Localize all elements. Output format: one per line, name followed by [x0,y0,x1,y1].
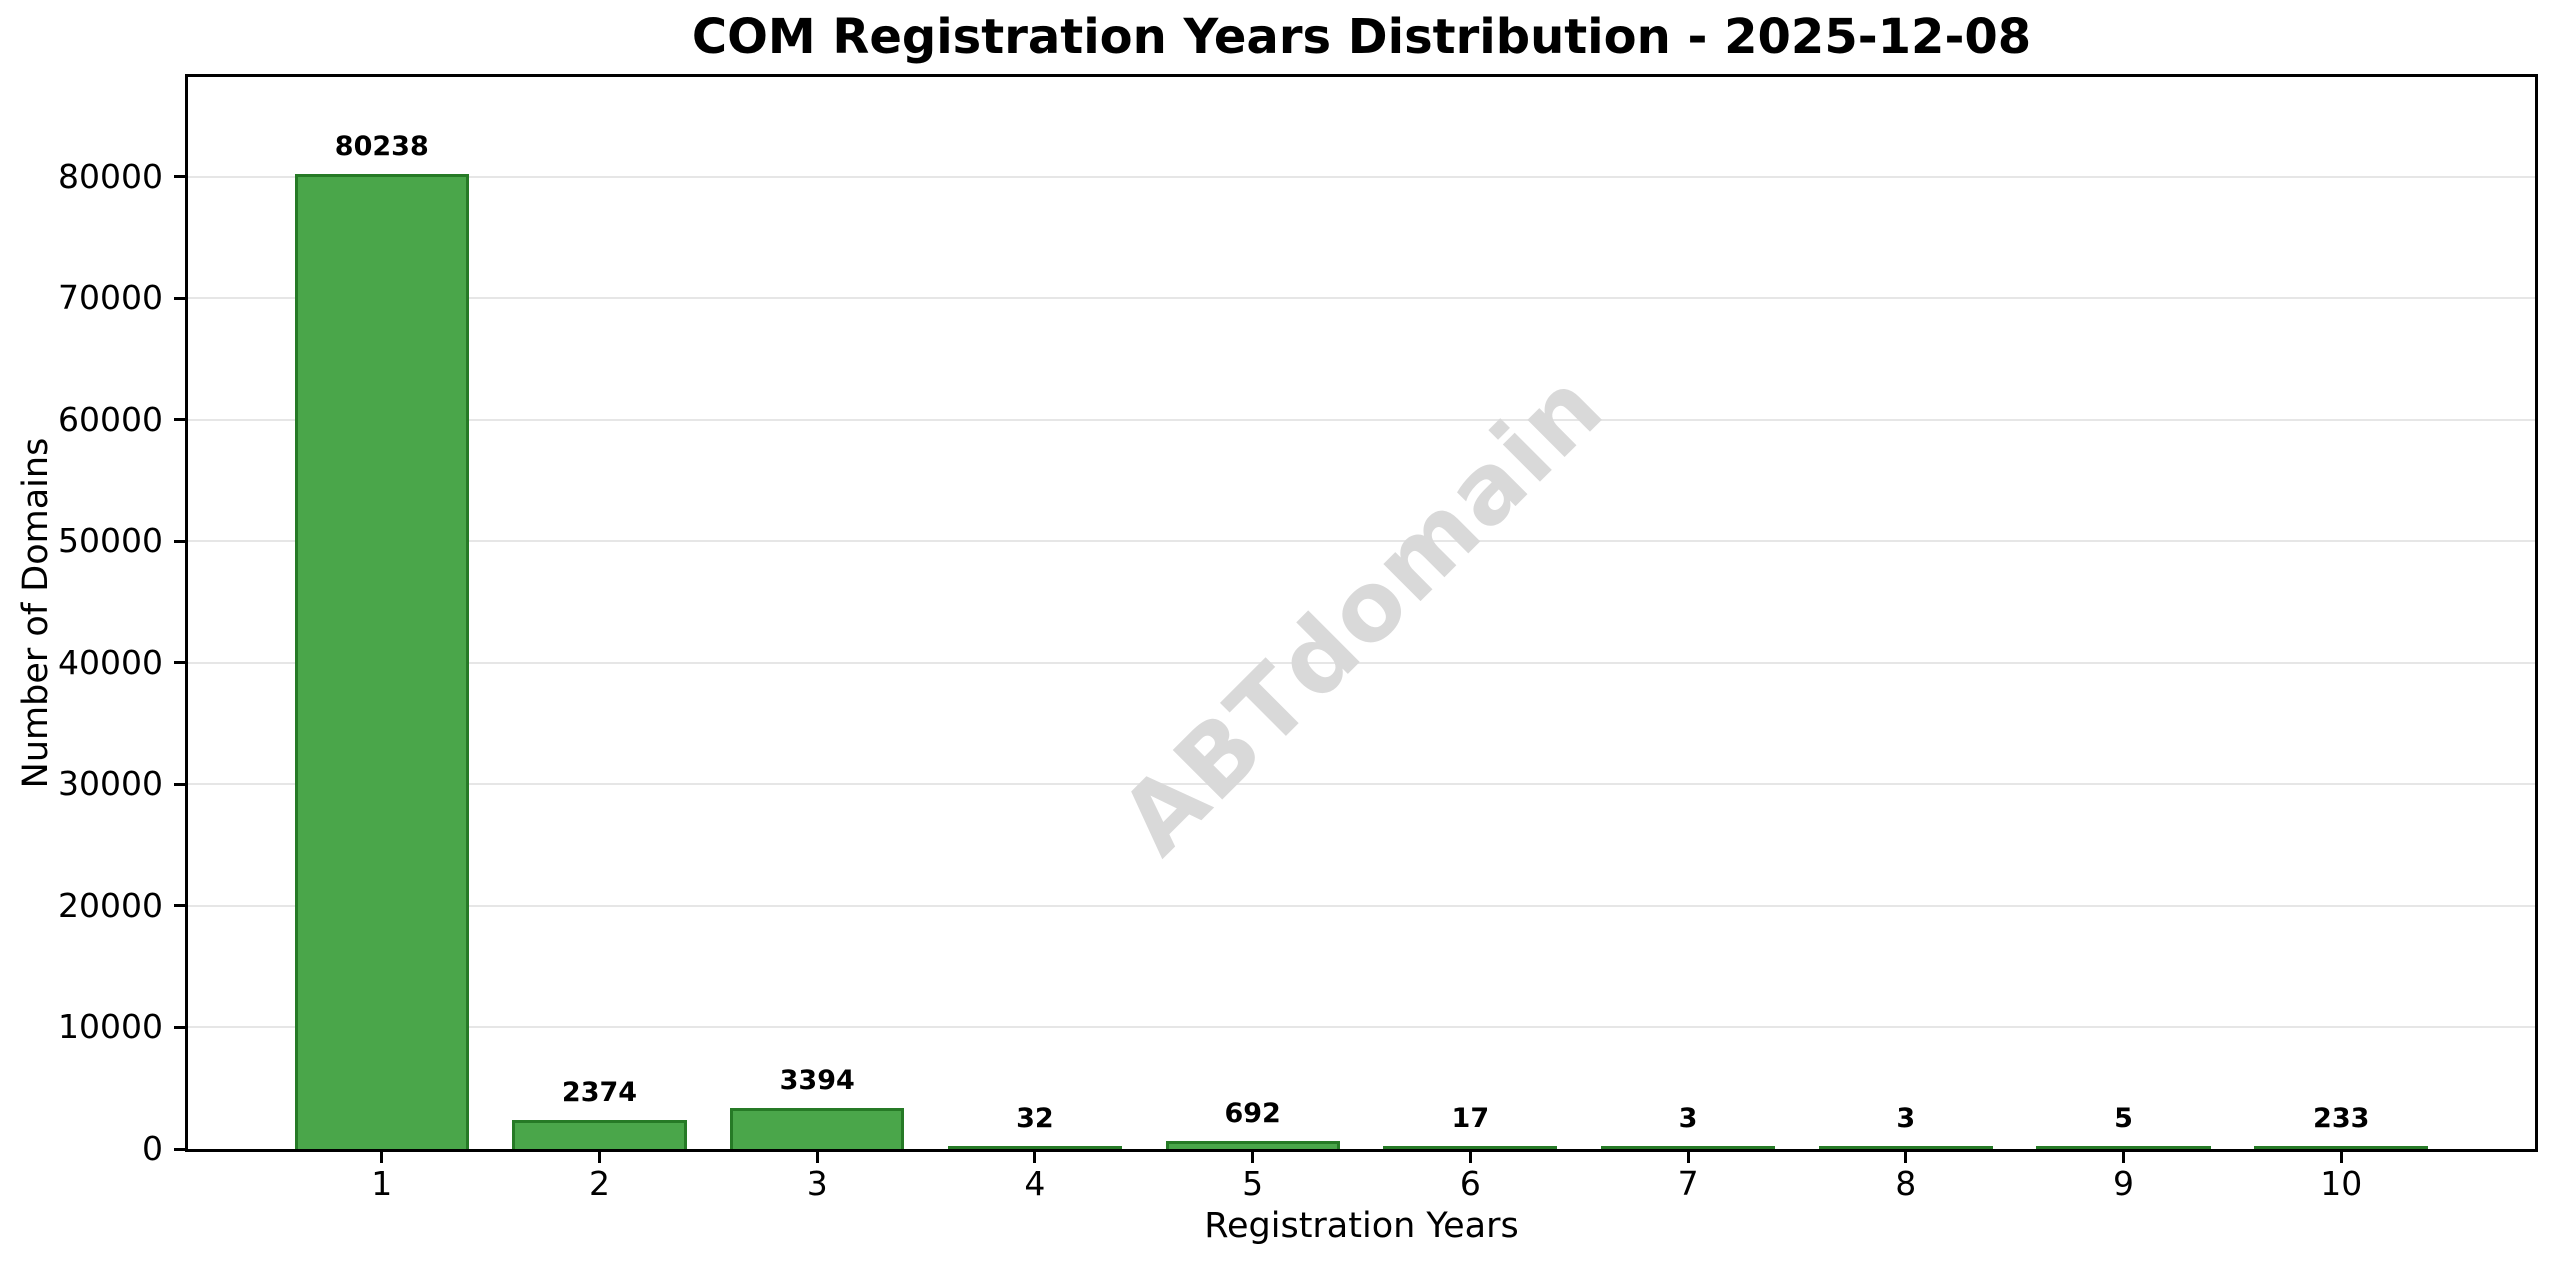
x-tick-mark [815,1152,819,1163]
bar-value-label: 3 [1678,1103,1698,1134]
gridline [188,175,2535,178]
chart-title: COM Registration Years Distribution - 20… [691,9,2032,65]
y-tick-label: 70000 [58,278,163,318]
y-tick-label: 40000 [58,642,163,682]
x-tick-mark [1033,1152,1037,1163]
watermark: ABTdomain [1098,350,1625,876]
x-tick-mark [1904,1152,1908,1163]
plot-area: ABTdomain 80238 2374 3394 32 692 17 3 3 5 233 [185,74,2538,1152]
bar-value-label: 17 [1451,1103,1490,1134]
bar-value-label: 3 [1896,1103,1916,1134]
y-tick-label: 80000 [58,156,163,196]
bar [512,1120,687,1149]
bar [730,1107,905,1149]
x-tick-label: 2 [588,1164,610,1203]
bar-value-label: 80238 [334,130,429,162]
gridline [188,540,2535,543]
y-tick-mark [174,904,185,908]
bar-value-label: 3394 [779,1064,855,1096]
bar-value-label: 2374 [561,1077,638,1109]
y-tick-label: 0 [142,1129,163,1168]
y-tick-mark [174,1147,185,1151]
y-tick-mark [174,661,185,665]
bar [1383,1146,1558,1149]
x-tick-mark [2339,1152,2343,1163]
bar [947,1146,1122,1149]
x-tick-mark [597,1152,601,1163]
y-tick-label: 30000 [58,764,163,804]
y-axis-label: Number of Domains [16,437,56,789]
bar [2254,1146,2429,1149]
x-tick-label: 10 [2320,1164,2363,1203]
bar-value-label: 32 [1016,1103,1054,1134]
y-tick-mark [174,1025,185,1029]
bar [1600,1146,1776,1149]
bar [2036,1146,2211,1149]
bar-value-label: 692 [1224,1097,1281,1129]
y-tick-mark [174,539,185,543]
y-tick-mark [174,782,185,786]
y-tick-mark [174,296,185,300]
x-axis-label: Registration Years [1204,1206,1519,1246]
x-tick-label: 6 [1459,1164,1481,1203]
bar-value-label: 5 [2114,1103,2133,1134]
gridline [188,1026,2535,1029]
gridline [188,661,2535,664]
gridline [188,904,2535,907]
x-tick-mark [1468,1152,1472,1163]
x-tick-mark [2122,1152,2125,1163]
y-tick-label: 50000 [58,521,163,561]
y-tick-label: 10000 [58,1007,163,1047]
x-tick-label: 1 [371,1164,393,1203]
x-tick-label: 4 [1024,1164,1046,1203]
bar [1818,1146,1993,1149]
x-tick-mark [1686,1152,1690,1163]
x-tick-label: 5 [1242,1164,1264,1203]
x-tick-mark [380,1152,384,1163]
y-tick-mark [174,418,185,422]
x-tick-label: 8 [1895,1164,1917,1203]
bar [294,173,469,1149]
y-tick-label: 20000 [58,885,163,925]
gridline [188,783,2535,786]
x-tick-label: 3 [806,1164,828,1203]
gridline [188,297,2535,300]
x-tick-label: 9 [2113,1164,2134,1203]
x-tick-mark [1251,1152,1255,1163]
bar [1165,1140,1340,1149]
y-tick-label: 60000 [58,399,163,439]
bar-value-label: 233 [2313,1103,2370,1134]
y-tick-mark [174,175,185,179]
x-tick-label: 7 [1677,1164,1699,1203]
gridline [188,418,2535,421]
